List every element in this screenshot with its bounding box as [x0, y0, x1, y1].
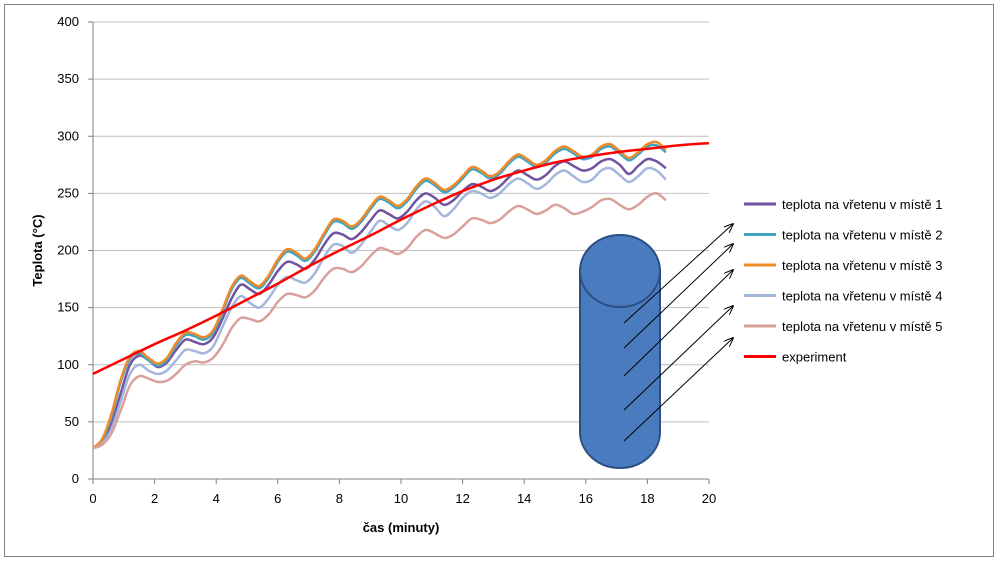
x-tick-label-2: 2 [151, 491, 158, 506]
legend-label-5: teplota na vřetenu v místě 5 [782, 319, 942, 334]
x-tick-label-12: 12 [455, 491, 469, 506]
x-tick-label-0: 0 [89, 491, 96, 506]
y-tick-label-250: 250 [57, 185, 79, 200]
y-tick-label-350: 350 [57, 71, 79, 86]
legend-label-6: experiment [782, 350, 847, 365]
arrow-2 [623, 244, 733, 349]
legend-label-3: teplota na vřetenu v místě 3 [782, 258, 942, 273]
cylinder-top [579, 234, 661, 308]
legend-label-2: teplota na vřetenu v místě 2 [782, 228, 942, 243]
arrow-1 [623, 224, 733, 324]
series-line-4 [92, 166, 667, 450]
x-tick-label-16: 16 [579, 491, 593, 506]
arrow-3 [623, 270, 733, 377]
cylinder-body [579, 271, 661, 469]
series-line-2 [92, 143, 667, 450]
legend-label-4: teplota na vřetenu v místě 4 [782, 289, 942, 304]
y-tick-label-0: 0 [72, 471, 79, 486]
y-tick-label-100: 100 [57, 357, 79, 372]
x-tick-label-18: 18 [640, 491, 654, 506]
y-tick-label-50: 50 [65, 414, 79, 429]
x-tick-label-8: 8 [336, 491, 343, 506]
series-line-5 [92, 192, 667, 450]
series-line-1 [92, 157, 667, 450]
y-tick-label-200: 200 [57, 243, 79, 258]
y-tick-label-400: 400 [57, 14, 79, 29]
arrow-5 [623, 338, 733, 442]
y-tick-label-300: 300 [57, 128, 79, 143]
x-tick-label-20: 20 [702, 491, 716, 506]
x-tick-label-10: 10 [394, 491, 408, 506]
arrow-4 [623, 306, 733, 411]
legend-label-1: teplota na vřetenu v místě 1 [782, 197, 942, 212]
y-tick-label-150: 150 [57, 300, 79, 315]
series-line-3 [92, 140, 667, 450]
series-line-6 [92, 141, 710, 376]
chart-frame [4, 4, 994, 557]
x-tick-label-14: 14 [517, 491, 531, 506]
x-axis-title: čas (minuty) [363, 520, 440, 535]
x-tick-label-4: 4 [213, 491, 220, 506]
cylinder-diagram [579, 234, 661, 469]
x-tick-label-6: 6 [274, 491, 281, 506]
y-axis-title: Teplota (°C) [30, 214, 45, 286]
